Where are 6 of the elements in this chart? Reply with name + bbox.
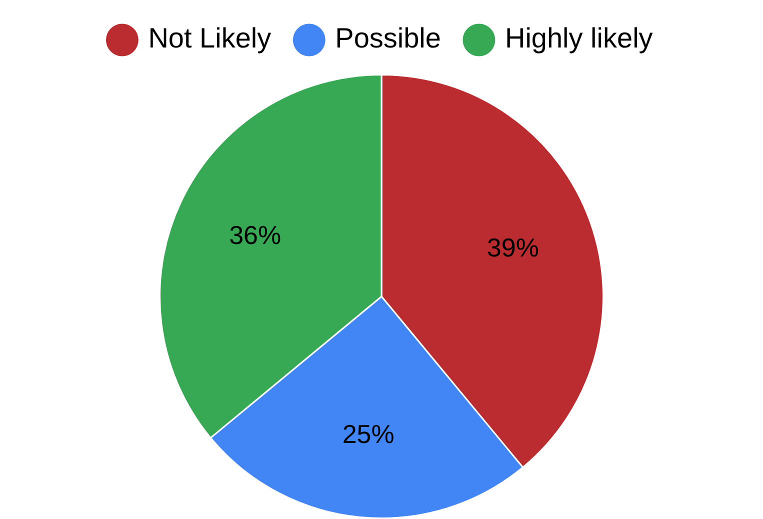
data-label: 39% bbox=[486, 232, 539, 262]
legend-label: Highly likely bbox=[504, 22, 653, 54]
data-label: 25% bbox=[342, 418, 394, 449]
data-label: 36% bbox=[229, 220, 282, 250]
legend-label: Possible bbox=[335, 22, 441, 54]
legend-label: Not Likely bbox=[148, 22, 272, 54]
